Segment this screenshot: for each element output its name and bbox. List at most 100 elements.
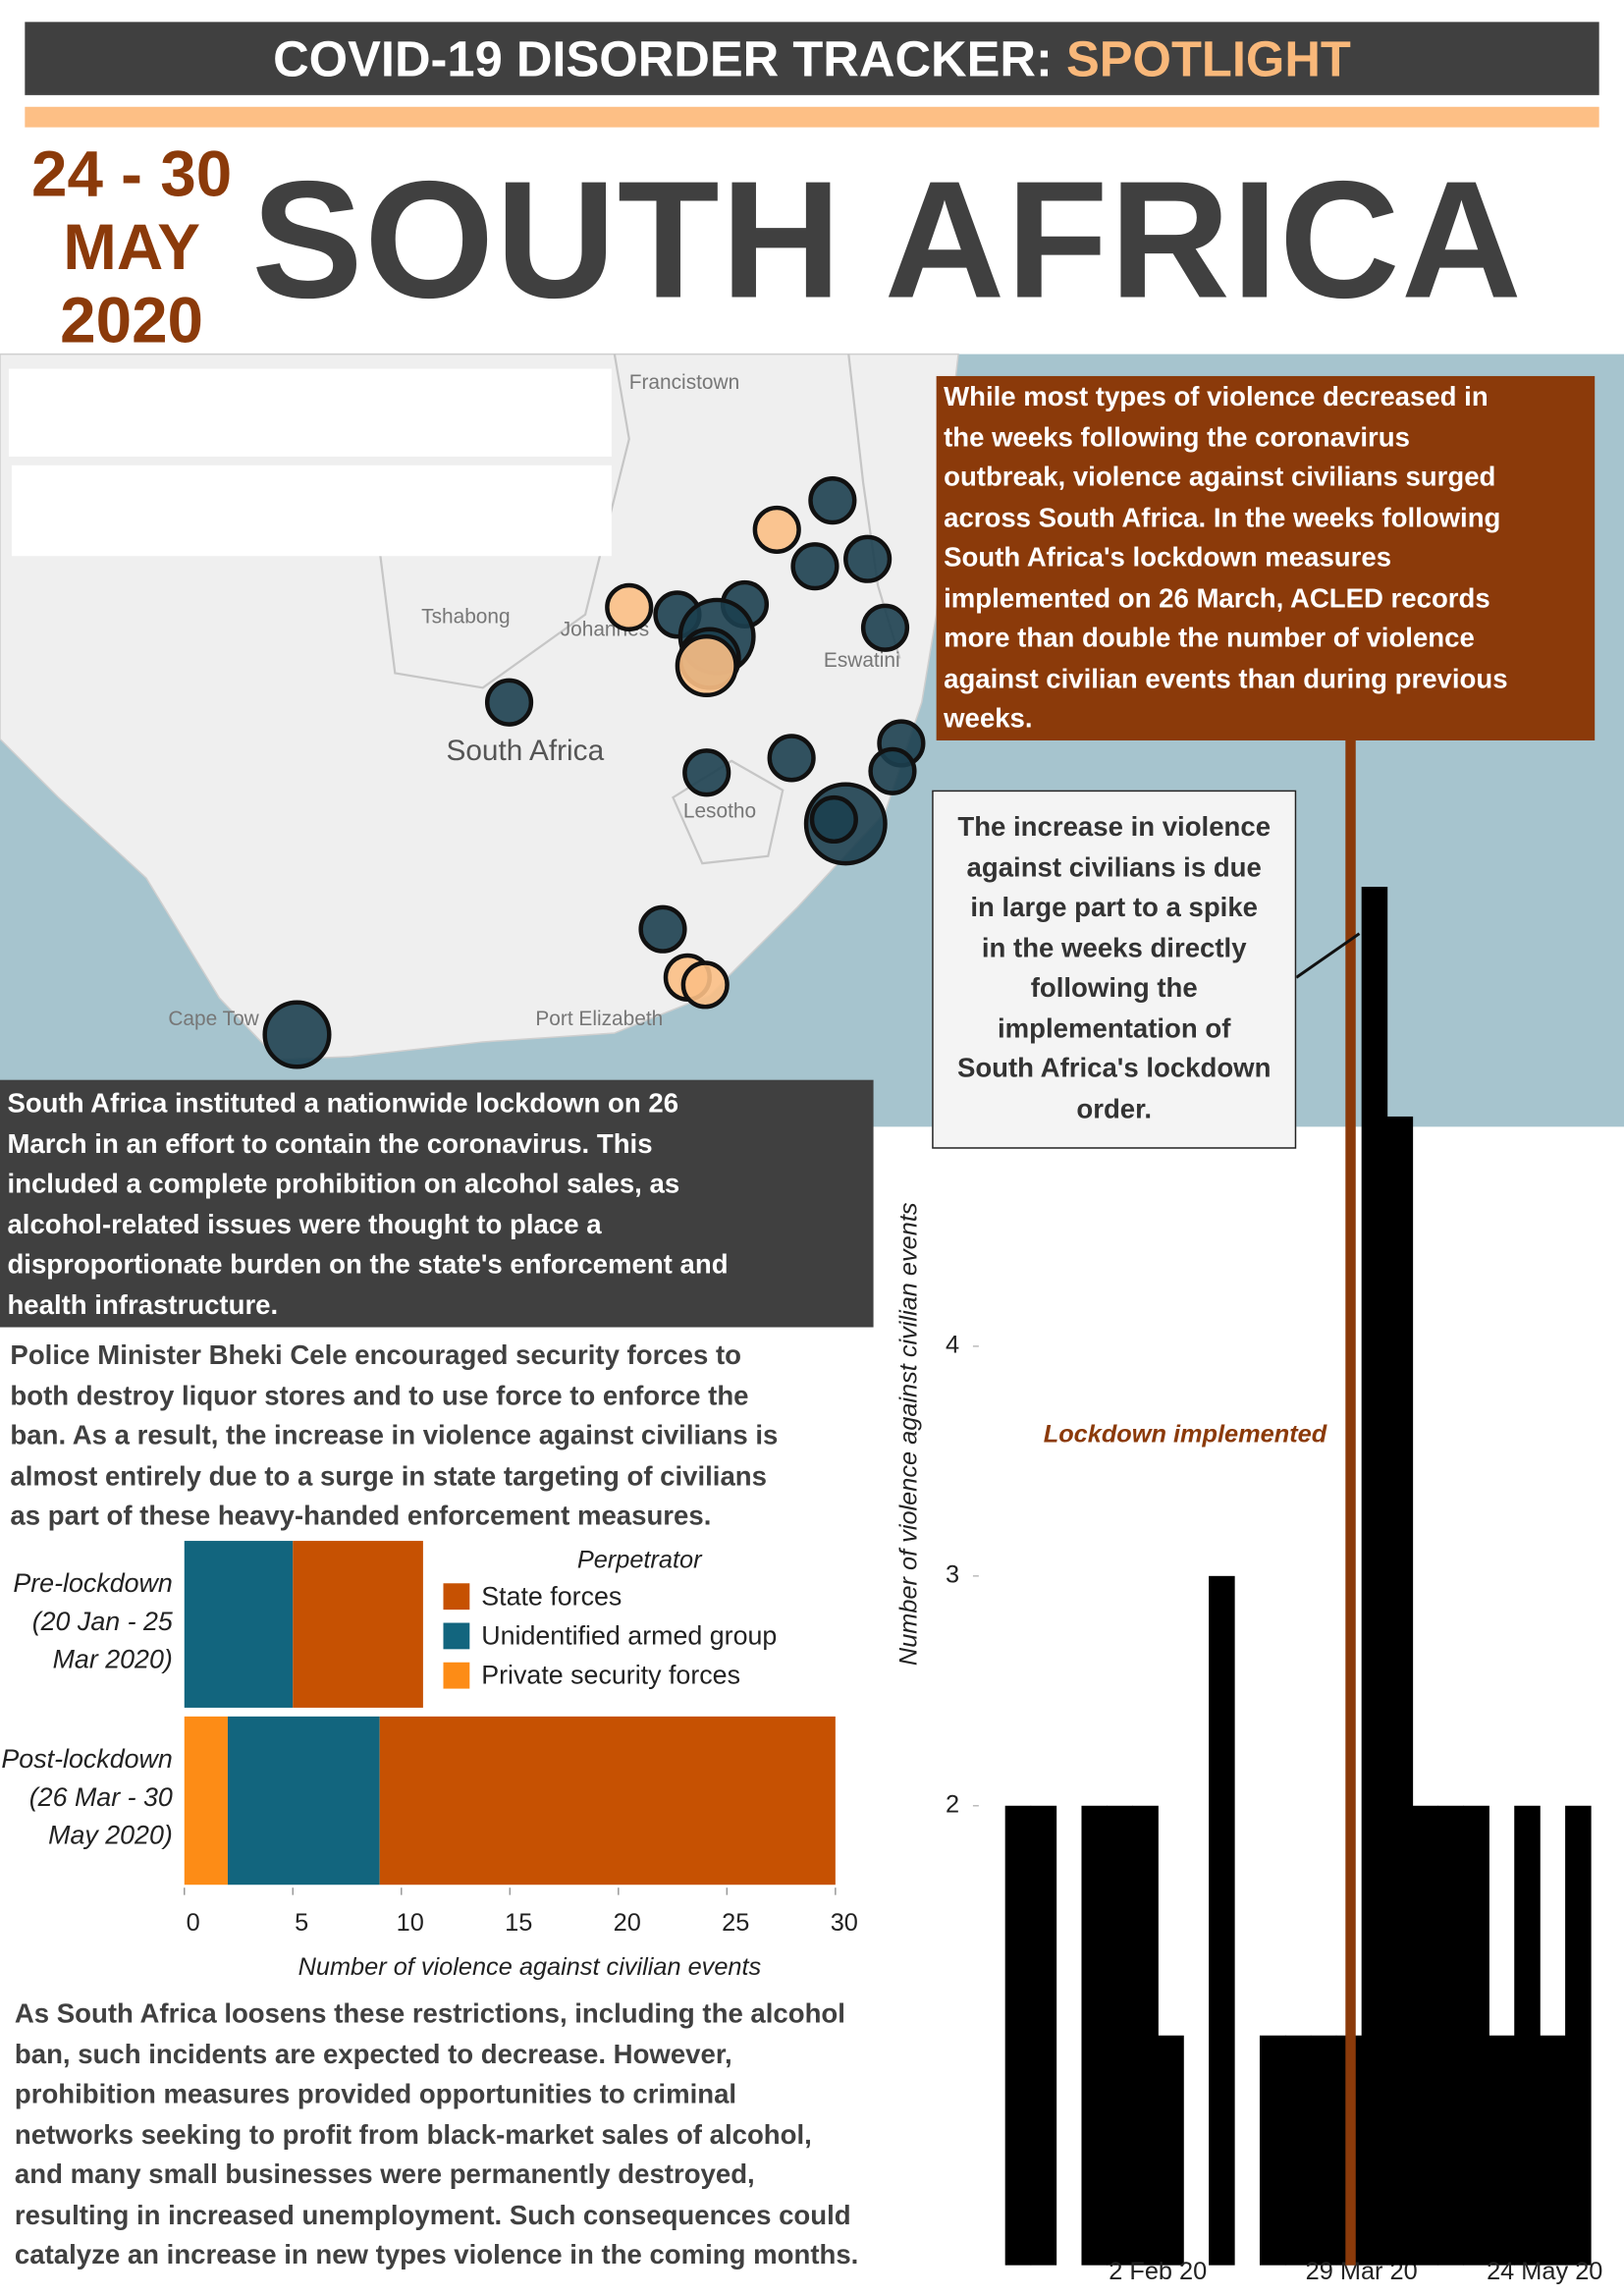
text-line: alcohol-related issues were thought to p… xyxy=(7,1208,602,1239)
map-marker xyxy=(809,794,858,845)
text-line: resulting in increased unemployment. Suc… xyxy=(14,2198,851,2230)
map-marker xyxy=(752,505,801,554)
text-line: outbreak, violence against civilians sur… xyxy=(944,461,1496,492)
text-line: more than double the number of violence xyxy=(944,622,1475,653)
column xyxy=(1030,1805,1057,2266)
text-line: following the xyxy=(1030,971,1198,1003)
header-title: COVID-19 DISORDER TRACKER: SPOTLIGHT xyxy=(25,22,1598,95)
column xyxy=(1412,1805,1439,2266)
map-label: Eswatini xyxy=(824,649,900,672)
x-tick-label: 10 xyxy=(397,1909,424,1937)
column xyxy=(1107,1805,1133,2266)
column xyxy=(1158,2035,1184,2266)
text-line: March in an effort to contain the corona… xyxy=(7,1127,653,1159)
map-label: Tshabong xyxy=(421,605,510,628)
column xyxy=(1463,1805,1489,2266)
column xyxy=(1514,1805,1541,2266)
map-marker xyxy=(638,904,687,954)
map-marker xyxy=(680,960,730,1010)
size-legend xyxy=(11,465,612,557)
text-line: 24 - 30 xyxy=(31,138,233,211)
column xyxy=(1489,2035,1515,2266)
column xyxy=(1361,886,1388,2266)
bar-segment xyxy=(184,1541,294,1708)
legend-swatch xyxy=(443,1622,470,1650)
x-tick-label: 0 xyxy=(187,1909,200,1937)
column xyxy=(1310,2035,1337,2266)
category-label: Pre-lockdown (20 Jan - 25 Mar 2020) xyxy=(13,1568,173,1674)
map-marker xyxy=(605,582,654,631)
text-line: While most types of violence decreased i… xyxy=(944,380,1489,411)
text-line: South Africa's lockdown measures xyxy=(944,541,1392,573)
column xyxy=(1209,1575,1235,2266)
y-tick-label: 2 xyxy=(946,1790,959,1818)
text-line: against civilian events than during prev… xyxy=(944,662,1508,693)
bar-segment xyxy=(184,1716,228,1886)
lockdown-paragraph: South Africa instituted a nationwide loc… xyxy=(0,1079,874,1328)
border xyxy=(364,354,630,689)
column xyxy=(1386,1116,1414,2266)
column xyxy=(1437,1805,1464,2266)
text-line: across South Africa. In the weeks follow… xyxy=(944,501,1501,532)
annotation: Lockdown implemented xyxy=(1044,1420,1327,1448)
highlight: SPOTLIGHT xyxy=(1065,31,1351,88)
legend-label: Private security forces xyxy=(481,1661,740,1690)
callout-connector xyxy=(1295,932,1361,979)
y-tick-label: 3 xyxy=(946,1561,959,1589)
column xyxy=(1259,2035,1286,2266)
text-line: 2020 xyxy=(60,285,204,357)
map-marker xyxy=(808,476,857,525)
police-paragraph: Police Minister Bheki Cele encouraged se… xyxy=(10,1335,888,1536)
map-marker xyxy=(868,746,917,795)
map-marker xyxy=(675,633,738,698)
map-label: South Africa xyxy=(446,735,604,767)
text-line: against civilians is due xyxy=(966,850,1262,882)
map-marker xyxy=(843,534,893,583)
x-tick-label: 24 May 20 xyxy=(1487,2258,1602,2285)
x-tick-label: 2 Feb 20 xyxy=(1109,2258,1207,2285)
country: SOUTH AFRICA xyxy=(251,147,1524,334)
column xyxy=(1565,1805,1592,2266)
text-line: in the weeks directly xyxy=(981,931,1247,962)
column xyxy=(1004,1805,1032,2266)
map-marker xyxy=(682,748,731,797)
text-line: Police Minister Bheki Cele encouraged se… xyxy=(10,1339,741,1370)
outlook-paragraph: As South Africa loosens these restrictio… xyxy=(15,1994,980,2275)
text-line: South Africa's lockdown xyxy=(956,1052,1272,1083)
text-line: disproportionate burden on the state's e… xyxy=(7,1248,729,1280)
column xyxy=(1081,1805,1108,2266)
legend-label: Unidentified armed group xyxy=(481,1620,777,1650)
text-line: As South Africa loosens these restrictio… xyxy=(14,1996,845,2029)
map-legend xyxy=(8,368,612,457)
header-rule xyxy=(25,106,1599,128)
map-label: Lesotho xyxy=(683,800,756,823)
map-marker xyxy=(484,678,534,727)
text-line: as part of these heavy-handed enforcemen… xyxy=(10,1500,712,1531)
title: COVID-19 DISORDER TRACKER: xyxy=(273,31,1053,88)
text-line: in large part to a spike xyxy=(970,891,1259,922)
map-label: Francistown xyxy=(629,371,739,394)
text-line: catalyze an increase in new types violen… xyxy=(14,2238,859,2270)
text-line: networks seeking to profit from black-ma… xyxy=(14,2117,812,2150)
header-bar xyxy=(25,22,1599,95)
map-marker xyxy=(262,1000,332,1069)
text-line: MAY xyxy=(63,212,200,285)
legend-title: Perpetrator xyxy=(577,1547,703,1574)
text-line: the weeks following the coronavirus xyxy=(944,420,1410,452)
trend-callout: While most types of violence decreased i… xyxy=(936,375,1596,740)
map-marker xyxy=(860,603,910,652)
map-label: Port Elizabeth xyxy=(535,1008,663,1030)
category-label: Post-lockdown (26 Mar - 30 May 2020) xyxy=(1,1744,173,1850)
legend-swatch xyxy=(443,1662,470,1689)
x-tick-label: 15 xyxy=(505,1909,532,1937)
text-line: ban, such incidents are expected to decr… xyxy=(14,2037,732,2069)
x-tick-label: 30 xyxy=(831,1909,858,1937)
legend-label: State forces xyxy=(481,1581,622,1611)
text-line: prohibition measures provided opportunit… xyxy=(14,2077,737,2109)
bar-segment xyxy=(227,1716,380,1886)
text-line: almost entirely due to a surge in state … xyxy=(10,1459,767,1491)
text-line: The increase in violence xyxy=(957,810,1272,842)
x-tick-label: 20 xyxy=(614,1909,641,1937)
text-line: both destroy liquor stores and to use fo… xyxy=(10,1379,749,1410)
map-marker xyxy=(767,734,816,783)
